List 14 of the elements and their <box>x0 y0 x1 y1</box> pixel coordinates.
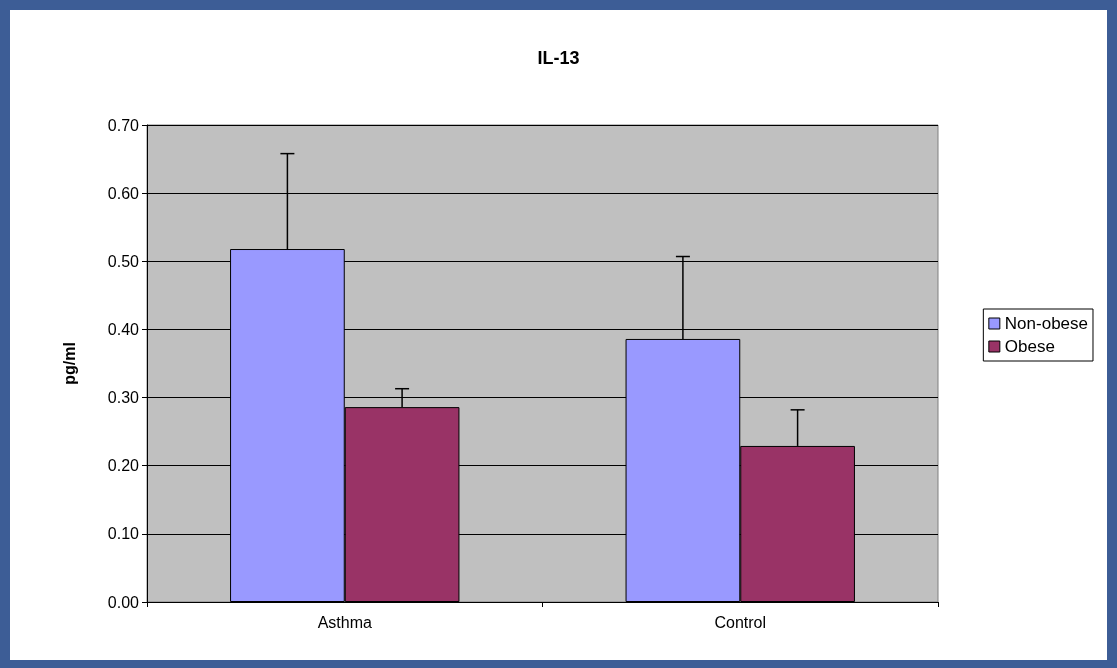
y-tick-label: 0.30 <box>107 389 140 407</box>
y-tick-label: 0.00 <box>107 593 140 611</box>
x-tick-label: Asthma <box>317 613 372 631</box>
y-tick-label: 0.10 <box>107 525 140 543</box>
chart-title: IL-13 <box>537 48 580 68</box>
legend-label: Non-obese <box>1004 314 1089 333</box>
y-tick-label: 0.40 <box>107 320 140 338</box>
y-tick-label: 0.20 <box>107 457 140 475</box>
y-tick-label: 0.50 <box>107 252 140 270</box>
y-tick-label: 0.60 <box>107 184 140 202</box>
legend-label: Obese <box>1004 337 1055 356</box>
y-tick-label: 0.70 <box>107 116 140 134</box>
x-tick-label: Control <box>714 613 767 631</box>
y-axis-title: pg/ml <box>60 342 78 385</box>
